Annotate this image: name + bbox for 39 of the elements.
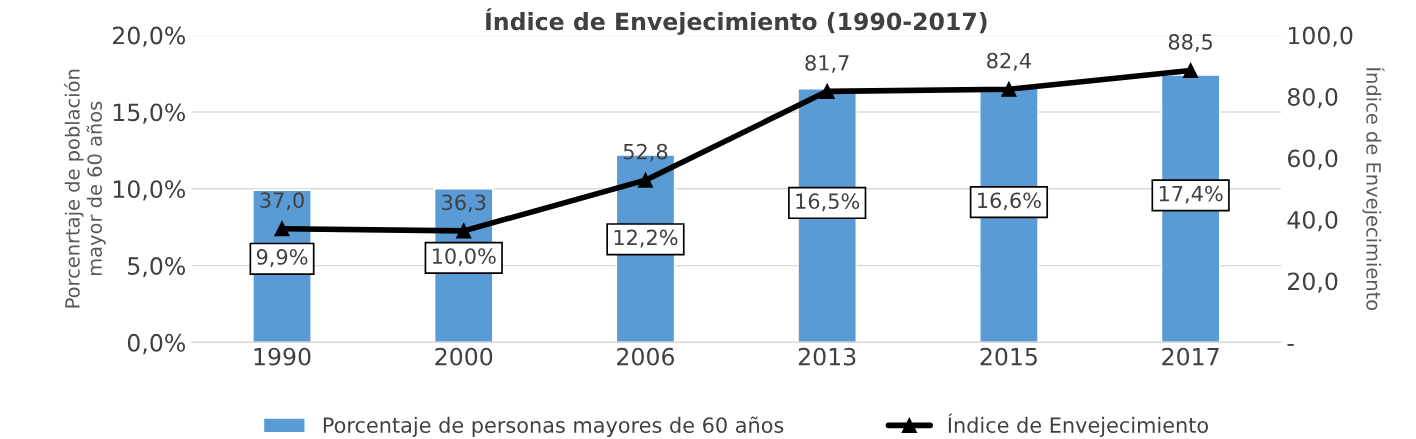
data-label: 36,3 <box>442 194 486 213</box>
data-label: 81,7 <box>805 54 849 73</box>
data-label: 82,4 <box>987 52 1031 71</box>
data-label: 88,5 <box>1168 34 1212 52</box>
legend-label: Índice de Envejecimiento <box>948 413 1208 438</box>
y2-tick-label: 80,0 <box>1287 88 1338 109</box>
point <box>274 221 290 237</box>
y2-tick-label: - <box>1287 343 1294 346</box>
data-label: 16,5% <box>796 193 860 212</box>
x-tick-label: 2006 <box>617 347 675 366</box>
point <box>637 172 654 188</box>
y-tick-label: 15,0% <box>113 103 185 124</box>
point <box>1001 81 1017 97</box>
y-tick-label: 5,0% <box>128 257 185 278</box>
data-label: 10,0% <box>432 248 496 267</box>
data-label: 17,4% <box>1159 185 1223 204</box>
data-label: 9,9% <box>256 249 308 267</box>
y-tick-label: 0,0% <box>127 333 185 355</box>
x-tick-label: 2013 <box>798 347 856 366</box>
data-label: 12,2% <box>614 229 678 248</box>
legend-label: Porcentaje de personas mayores de 60 años <box>323 416 784 438</box>
y-axis-title: Porcenrtaje de población mayor de 60 años <box>63 69 106 308</box>
y-tick-label: 20,0% <box>113 26 185 47</box>
x-tick-label: 2017 <box>1162 347 1219 366</box>
point <box>456 223 472 239</box>
x-tick-label: 2015 <box>980 347 1037 366</box>
point <box>1182 62 1199 79</box>
y2-tick-label: 20,0 <box>1288 272 1338 293</box>
y2-tick-label: 100,0 <box>1288 26 1353 47</box>
chart-title: Índice de Envejecimiento (1990-2017) <box>486 8 987 36</box>
y2-tick-label: 60,0 <box>1287 149 1338 170</box>
x-tick-label: 2000 <box>435 347 493 366</box>
data-label: 37,0 <box>260 192 304 211</box>
data-label: 16,6% <box>978 192 1041 211</box>
y2-tick-label: 40,0 <box>1287 210 1338 232</box>
x-tick-label: 1990 <box>254 347 311 366</box>
point <box>819 83 835 99</box>
y-tick-label: 10,0% <box>113 180 185 201</box>
y2-axis-title: Índice de Envejecimiento <box>1362 67 1385 311</box>
